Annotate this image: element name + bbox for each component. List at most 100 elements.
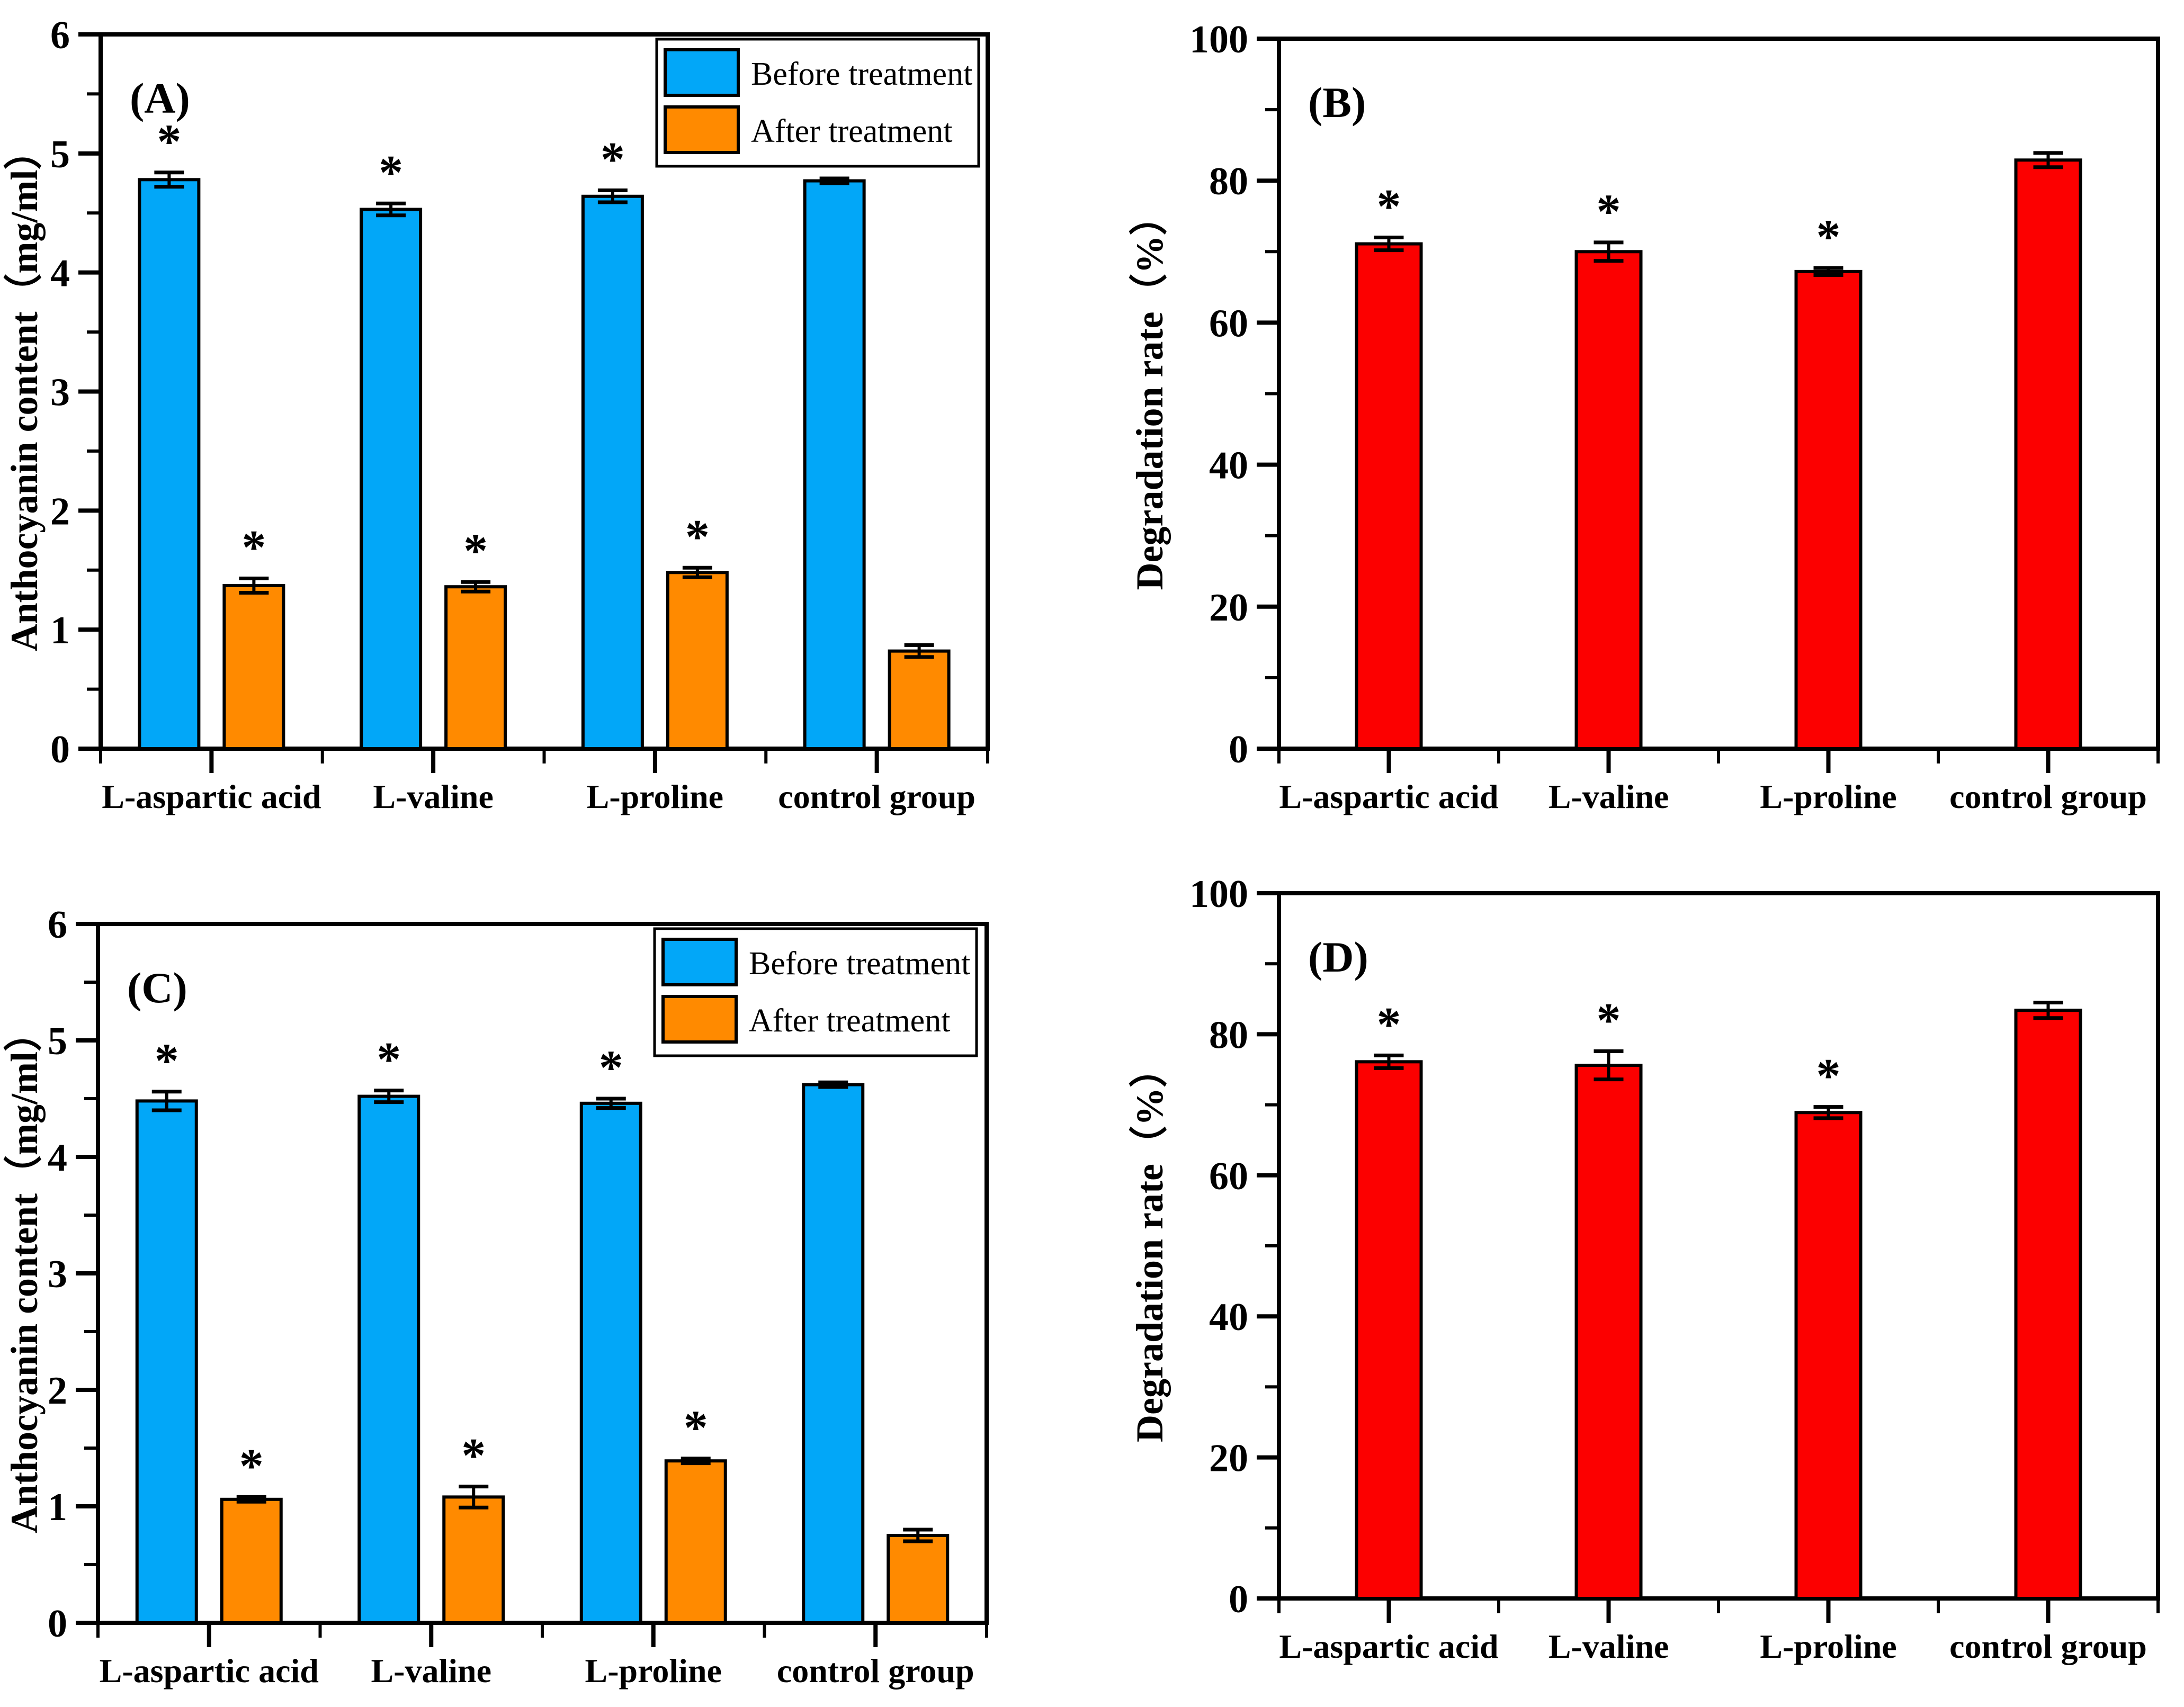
y-tick-label: 60 bbox=[1209, 1155, 1248, 1198]
x-category-label: control group bbox=[777, 1652, 974, 1690]
y-tick-label: 80 bbox=[1209, 1013, 1248, 1057]
y-tick-label: 3 bbox=[50, 371, 70, 415]
bar-after-treatment-4 bbox=[887, 1534, 950, 1624]
y-axis-title-B: Degradation rate（%） bbox=[1129, 197, 1171, 590]
significance-asterisk: * bbox=[239, 1439, 264, 1493]
y-tick-label: 1 bbox=[50, 609, 70, 652]
bar-degradation-rate-2 bbox=[1574, 250, 1643, 750]
bar-before-treatment-4 bbox=[803, 179, 866, 750]
bar-before-treatment-2 bbox=[357, 1094, 420, 1625]
significance-asterisk: * bbox=[1597, 184, 1621, 238]
y-tick-label: 6 bbox=[48, 903, 67, 947]
panel-d: 0 20 40 60 80 100 L-aspartic acid L-valine L-pro… bbox=[1129, 873, 2160, 1665]
y-tick-label: 2 bbox=[48, 1369, 67, 1413]
y-tick-label: 40 bbox=[1209, 444, 1248, 488]
y-tick-label: 4 bbox=[50, 252, 70, 295]
x-category-label: L-valine bbox=[1549, 778, 1669, 815]
bar-after-treatment-4 bbox=[888, 649, 951, 751]
legend-swatch-2 bbox=[664, 105, 740, 154]
bar-degradation-rate-3 bbox=[1794, 1111, 1863, 1600]
x-category-label: control group bbox=[778, 778, 975, 815]
y-tick-label: 60 bbox=[1209, 302, 1248, 345]
legend-label-1: Before treatment bbox=[751, 56, 972, 92]
legend-C: Before treatment After treatment bbox=[653, 927, 978, 1057]
significance-asterisk: * bbox=[463, 524, 488, 578]
y-tick-label: 2 bbox=[50, 490, 70, 533]
x-category-label: L-proline bbox=[587, 778, 723, 815]
y-tick-label: 40 bbox=[1209, 1296, 1248, 1339]
significance-asterisk: * bbox=[1816, 1049, 1841, 1103]
y-tick-label: 100 bbox=[1189, 873, 1248, 916]
y-tick-label: 100 bbox=[1189, 18, 1248, 61]
bar-after-treatment-1 bbox=[220, 1497, 283, 1625]
bar-before-treatment-3 bbox=[579, 1101, 642, 1625]
y-tick-label: 5 bbox=[48, 1020, 67, 1063]
legend-swatch-1 bbox=[664, 48, 740, 97]
x-category-label: control group bbox=[1949, 778, 2147, 815]
significance-asterisk: * bbox=[1377, 179, 1401, 233]
panel-c: 0 1 2 3 4 5 6 L-aspartic acid L-valine L-proline c… bbox=[3, 903, 989, 1690]
bar-degradation-rate-4 bbox=[2014, 1009, 2082, 1600]
bar-after-treatment-2 bbox=[442, 1495, 505, 1624]
x-category-label: L-aspartic acid bbox=[1279, 778, 1498, 815]
significance-asterisk: * bbox=[599, 1040, 623, 1094]
significance-asterisk: * bbox=[157, 114, 181, 168]
x-category-label: L-proline bbox=[585, 1652, 722, 1690]
x-category-label: L-proline bbox=[1760, 778, 1896, 815]
bar-after-treatment-3 bbox=[664, 1459, 727, 1624]
y-tick-label: 5 bbox=[50, 133, 70, 176]
y-tick-label: 20 bbox=[1209, 1437, 1248, 1480]
y-tick-label: 0 bbox=[50, 728, 70, 771]
y-tick-label: 1 bbox=[48, 1486, 67, 1529]
bar-before-treatment-1 bbox=[138, 178, 201, 751]
x-category-label: L-valine bbox=[371, 1652, 491, 1690]
bar-before-treatment-3 bbox=[581, 194, 644, 751]
y-tick-label: 80 bbox=[1209, 160, 1248, 203]
bar-degradation-rate-3 bbox=[1794, 269, 1863, 750]
legend-swatch-1 bbox=[661, 938, 738, 986]
significance-asterisk: * bbox=[1597, 993, 1621, 1047]
x-category-label: L-aspartic acid bbox=[1279, 1628, 1498, 1665]
bar-after-treatment-3 bbox=[666, 571, 729, 751]
bar-after-treatment-2 bbox=[444, 585, 507, 751]
significance-asterisk: * bbox=[684, 1400, 708, 1454]
x-category-label: L-valine bbox=[373, 778, 494, 815]
y-tick-label: 20 bbox=[1209, 586, 1248, 630]
bar-before-treatment-4 bbox=[802, 1083, 865, 1625]
significance-asterisk: * bbox=[601, 132, 625, 186]
significance-asterisk: * bbox=[155, 1034, 179, 1088]
legend-label-2: After treatment bbox=[751, 113, 952, 149]
legend-A: Before treatment After treatment bbox=[655, 38, 980, 168]
y-tick-label: 0 bbox=[1229, 1578, 1248, 1621]
bar-degradation-rate-1 bbox=[1355, 242, 1423, 750]
legend-swatch-2 bbox=[661, 995, 738, 1044]
significance-asterisk: * bbox=[1377, 997, 1401, 1051]
panel-b: 0 20 40 60 80 100 L-aspartic acid L-valine L-pro… bbox=[1129, 18, 2160, 815]
x-category-label: L-valine bbox=[1549, 1628, 1669, 1665]
bar-degradation-rate-2 bbox=[1574, 1064, 1643, 1601]
bar-degradation-rate-4 bbox=[2014, 158, 2082, 750]
x-category-label: L-aspartic acid bbox=[100, 1652, 319, 1690]
x-category-label: L-aspartic acid bbox=[102, 778, 321, 815]
x-category-label: L-proline bbox=[1760, 1628, 1896, 1665]
y-axis-title-C: Anthocyanin content（mg/ml） bbox=[3, 1013, 46, 1533]
y-axis-title-A: Anthocyanin content（mg/ml） bbox=[3, 131, 46, 651]
y-tick-label: 6 bbox=[50, 14, 70, 57]
y-axis-title-D: Degradation rate（%） bbox=[1129, 1049, 1171, 1442]
bar-after-treatment-1 bbox=[222, 583, 285, 751]
panel-a: 0 1 2 3 4 5 6 L-aspartic acid L-valine L-proline c… bbox=[3, 14, 990, 815]
panel-letter-B: (B) bbox=[1308, 78, 1366, 127]
significance-asterisk: * bbox=[1816, 210, 1841, 264]
legend-label-2: After treatment bbox=[749, 1003, 950, 1039]
significance-asterisk: * bbox=[241, 520, 266, 574]
legend-label-1: Before treatment bbox=[749, 946, 970, 982]
panel-letter-A: (A) bbox=[130, 74, 190, 122]
y-tick-label: 0 bbox=[1229, 728, 1248, 771]
x-category-label: control group bbox=[1949, 1628, 2147, 1665]
significance-asterisk: * bbox=[685, 509, 710, 563]
significance-asterisk: * bbox=[379, 145, 403, 199]
panel-letter-C: (C) bbox=[127, 964, 187, 1012]
significance-asterisk: * bbox=[377, 1032, 401, 1086]
